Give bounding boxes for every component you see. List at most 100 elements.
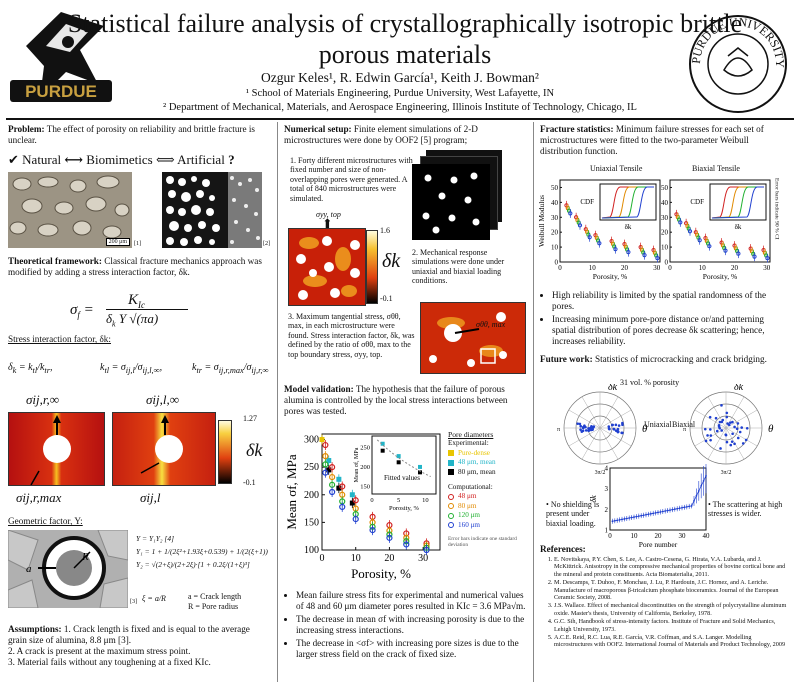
reference-item: J.S. Wallace. Effect of mechanical disco… <box>554 602 790 617</box>
statistics-paragraph: Fracture statistics: Minimum failure str… <box>540 124 792 157</box>
legend-entry: 48 μm, mean <box>448 458 532 467</box>
reference-item: M. Descamps, T. Duhoo, F. Monchau, J. Lu… <box>554 579 790 601</box>
polar-point <box>608 427 611 431</box>
angle-pi-label: π <box>557 427 560 433</box>
polar-point <box>589 428 593 432</box>
future-paragraph: Future work: Statistics of microcracking… <box>540 354 792 365</box>
data-point <box>626 250 631 255</box>
cdf-x-label: δk <box>735 223 742 231</box>
polar-point <box>721 418 725 422</box>
x-tick-label: 0 <box>320 553 325 564</box>
sigma-top-label: σyy, top <box>316 210 341 219</box>
field-map-max: 1.6 <box>380 226 390 235</box>
pore-number-chart: 0 10 20 30 40 1 2 3 4 Pore number δk <box>589 464 710 549</box>
polar-spoke <box>599 396 619 429</box>
inset-point <box>396 454 401 459</box>
cdf-label: CDF <box>690 198 704 206</box>
field-map-colorbar <box>366 230 378 304</box>
artificial-micrograph <box>162 172 262 248</box>
polar-spoke <box>725 396 745 429</box>
validation-bullet-3: The decrease in <σf> with increasing por… <box>296 638 530 660</box>
polar-spoke <box>599 409 632 429</box>
svg-text:PURDUE: PURDUE <box>25 82 97 101</box>
geo-ref-tag: [3] <box>130 598 138 605</box>
cdf-curve <box>601 186 654 219</box>
data-point <box>349 500 355 506</box>
data-point <box>336 476 342 482</box>
x-tick-label: 10 <box>589 264 597 272</box>
data-point <box>613 247 618 252</box>
polar-point <box>720 404 723 407</box>
legend-label: 160 μm <box>458 520 481 529</box>
cdf-inset-frame <box>599 183 657 221</box>
ref-2-tag: [2] <box>263 240 271 247</box>
setup-paragraph: Numerical setup: Finite element simulati… <box>284 124 528 146</box>
data-point <box>587 235 592 240</box>
y-tick-label: 0 <box>555 259 559 267</box>
problem-heading: Problem: <box>8 124 45 134</box>
plot-frame <box>609 467 707 531</box>
polar-spoke <box>725 427 758 447</box>
data-point <box>336 485 342 491</box>
crack-pore-micrograph: a R <box>8 530 128 608</box>
problem-text: The effect of porosity on reliability an… <box>8 124 255 145</box>
statistics-bullet-2: Increasing minimum pore-pore distance or… <box>552 314 790 347</box>
statistics-bullet-1: High reliability is limited by the spati… <box>552 290 790 312</box>
polar-point <box>719 447 722 450</box>
x-axis-label: Porosity, % <box>703 272 738 281</box>
y-tick-label: 20 <box>661 229 669 237</box>
inset-point <box>418 464 422 469</box>
uniaxial-title: Uniaxial Tensile <box>590 164 643 173</box>
validation-bullet-1: Mean failure stress fits for experimenta… <box>296 590 530 612</box>
scatter-note: • The scattering at high stresses is wid… <box>708 500 783 519</box>
polar-point <box>607 425 611 428</box>
sif-heatmap-left-crack <box>112 412 216 486</box>
polar-point <box>729 421 732 424</box>
plot-frame <box>559 179 661 263</box>
polar-point <box>590 426 593 430</box>
legend-entry: 48 μm <box>448 492 532 501</box>
polar-point <box>709 428 712 431</box>
inset-x-tick-label: 10 <box>422 497 429 504</box>
data-point <box>723 248 728 253</box>
cdf-curve <box>711 186 764 219</box>
biaxial-note: • No shielding is present under biaxial … <box>546 500 600 528</box>
polar-point <box>704 439 708 443</box>
geo-heading: Geometric factor, Y: <box>8 516 83 526</box>
x-tick-label: 10 <box>699 264 707 272</box>
column-divider-1 <box>277 122 278 682</box>
data-point <box>687 229 693 234</box>
legend-marker <box>448 512 454 519</box>
data-point <box>697 238 702 243</box>
failure-stress-equation: σf = KIc δk Y √(πa) <box>70 292 220 329</box>
data-point <box>577 223 583 228</box>
polar-point <box>745 427 749 430</box>
data-point <box>642 253 647 258</box>
cdf-curve <box>601 186 654 219</box>
sif-label-bottom-left: σij,r,max <box>16 490 62 505</box>
polar-point <box>576 422 580 425</box>
inset-y-tick-label: 150 <box>360 483 370 490</box>
future-heading: Future work: <box>540 354 593 364</box>
field-map-min: -0.1 <box>380 294 393 303</box>
polar-spoke <box>599 427 619 460</box>
polar-point <box>736 422 740 425</box>
theta-label: θ <box>642 423 648 435</box>
delta-k-definitions: δk = ktl/ktr, ktl = σij,l/σij,l,∞, ktr =… <box>8 362 269 375</box>
polar-spoke <box>599 427 632 447</box>
data-point <box>736 251 741 256</box>
polar-point <box>730 440 734 443</box>
data-point <box>322 441 329 449</box>
x-axis-label: Porosity, % <box>593 272 628 281</box>
plot-frame <box>669 179 771 263</box>
data-point <box>326 458 332 464</box>
polar-point <box>724 433 728 436</box>
natural-micrograph: 200 μm <box>8 172 132 248</box>
polar-point <box>733 442 736 446</box>
polar-point <box>735 427 739 431</box>
y-axis-label: Mean σf, MPa <box>284 454 299 529</box>
data-point <box>707 244 712 249</box>
polar-point <box>736 436 740 440</box>
y-tick-label: 40 <box>551 199 559 207</box>
x-tick-label: 30 <box>679 532 687 540</box>
